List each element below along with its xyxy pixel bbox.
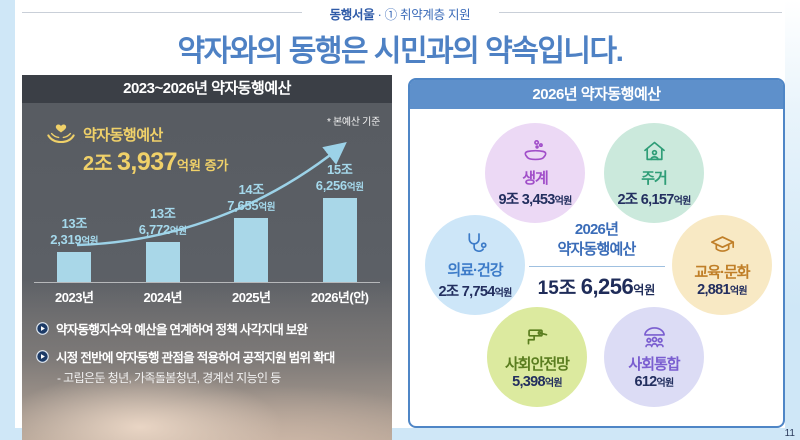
breadcrumb-section: · ① 취약계층 지원 [374, 8, 471, 22]
budget-increase-highlight: 약자동행예산 2조 3,937억원 증가 [46, 123, 229, 177]
bubble-housing: 주거 2조 6,157억원 [604, 123, 704, 223]
header-divider-right [499, 12, 782, 13]
highlight-amount: 2조 3,937억원 증가 [83, 148, 229, 176]
axis-label-2024: 2024년 [143, 290, 183, 305]
page-title: 약자와의 동행은 시민과의 약속입니다. [177, 35, 624, 68]
bubble-value: 2조 7,754억원 [438, 283, 512, 300]
cctv-icon [527, 329, 547, 345]
slide-left-margin [0, 0, 15, 440]
bubble-social-safety-net: 사회안전망 5,398억원 [487, 307, 587, 407]
left-panel-title: 2023~2026년 약자동행예산 [22, 75, 392, 103]
left-panel-budget-trend: 2023~2026년 약자동행예산 * 본예산 기준 약자동행예산 2조 [22, 75, 392, 440]
bar [57, 252, 92, 282]
breadcrumb-brand: 동행서울 [329, 8, 375, 22]
bullet-item: 약자동행지수와 예산을 연계하여 정책 사각지대 보완 [36, 319, 386, 338]
umbrella-people-icon [643, 327, 665, 348]
bubble-value: 2조 6,157억원 [617, 191, 691, 208]
pot-icon [523, 139, 547, 160]
bubble-livelihood: 생계 9조 3,453억원 [485, 123, 585, 223]
bar-value-label: 14조 7,655억원 [227, 181, 276, 213]
bubble-education-culture: 교육·문화 2,881억원 [672, 215, 772, 315]
bar [145, 242, 180, 282]
highlight-label: 약자동행예산 [83, 127, 163, 144]
bar-value-label: 13조 2,319억원 [50, 215, 99, 247]
bubble-value: 9조 3,453억원 [498, 191, 572, 208]
bar-group-2024: 13조 6,772억원 [119, 150, 208, 282]
bubble-label: 생계 [522, 169, 549, 187]
bubble-value: 612억원 [634, 374, 674, 390]
policy-bullet-list: 약자동행지수와 예산을 연계하여 정책 사각지대 보완 시정 전반에 약자동행 … [36, 319, 386, 386]
breadcrumb: 동행서울 · ① 취약계층 지원 [0, 4, 800, 23]
total-label-line2: 약자동행예산 [557, 241, 636, 259]
house-person-icon [643, 141, 665, 160]
budget-basis-note: * 본예산 기준 [326, 117, 380, 128]
total-budget-callout: 2026년 약자동행예산 15조 6,256억원 [517, 220, 677, 300]
bullet-sub-item: - 고립은둔 청년, 가족돌봄청년, 경계선 지능인 등 [57, 371, 281, 385]
x-axis-line [34, 282, 380, 283]
bubble-social-integration: 사회통합 612억원 [604, 307, 704, 407]
header-divider-left [22, 12, 302, 13]
bubble-label: 주거 [641, 169, 668, 187]
hands-heart-icon [47, 124, 75, 144]
bar [322, 198, 357, 282]
bubble-value: 5,398억원 [512, 374, 562, 390]
bar-group-2026: 15조 6,256억원 [296, 150, 385, 282]
bubble-label: 의료·건강 [447, 261, 503, 279]
bar-value-label: 15조 6,256억원 [315, 161, 364, 193]
bubble-medical-health: 의료·건강 2조 7,754억원 [425, 215, 525, 315]
bubble-value: 2,881억원 [697, 282, 747, 298]
bullet-arrow-icon [36, 322, 49, 335]
slide-right-margin [785, 0, 800, 440]
stethoscope-icon [467, 232, 487, 252]
bar-group-2025: 14조 7,655억원 [207, 150, 296, 282]
bubble-label: 교육·문화 [694, 264, 750, 281]
bar-value-label: 13조 6,772억원 [138, 205, 187, 237]
right-panel-title: 2026년 약자동행예산 [410, 80, 783, 109]
bullet-arrow-icon [36, 350, 49, 363]
bubble-label: 사회안전망 [504, 356, 570, 373]
axis-label-2025: 2025년 [232, 290, 271, 305]
graduation-cap-icon [710, 236, 734, 252]
total-budget-value: 15조 6,256억원 [537, 273, 656, 299]
axis-label-2023: 2023년 [55, 290, 94, 305]
x-axis-labels: 2023년 2024년 2025년 2026년(안) [30, 287, 384, 306]
right-panel-2026-budget: 2026년 약자동행예산 생계 9조 3,453억원 주거 2조 6,157억원 [408, 78, 785, 428]
total-divider [528, 265, 665, 267]
bar [234, 218, 269, 282]
bubble-label: 사회통합 [628, 356, 680, 373]
budget-bar-chart: 13조 2,319억원 13조 6,772억원 14조 7,655억원 [30, 150, 384, 282]
page-number: 11 [784, 428, 795, 439]
bullet-item: 시정 전반에 약자동행 관점을 적용하여 공적지원 범위 확대 [36, 347, 386, 366]
total-label-line1: 2026년 [574, 221, 619, 238]
bar-group-2023: 13조 2,319억원 [30, 150, 119, 282]
axis-label-2026: 2026년(안) [311, 290, 369, 305]
